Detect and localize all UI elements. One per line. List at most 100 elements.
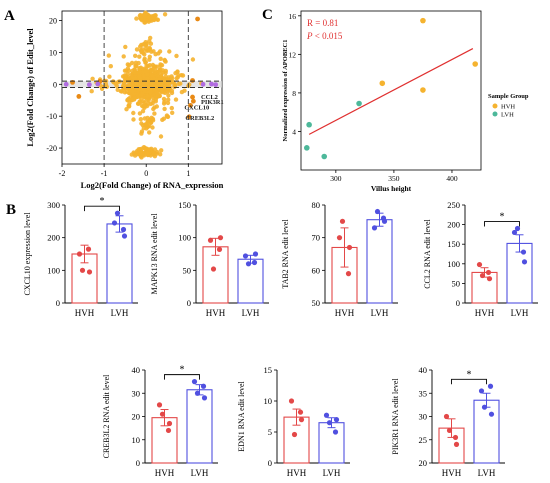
data-point <box>166 97 171 102</box>
data-point <box>153 97 158 102</box>
data-point <box>153 52 158 57</box>
replicate-point <box>478 388 485 394</box>
data-point <box>176 81 181 87</box>
data-point <box>139 50 144 55</box>
y-tick-label: 40 <box>419 365 428 375</box>
category-label: HVH <box>442 468 462 478</box>
replicate-point <box>242 253 249 259</box>
category-label: HVH <box>75 308 95 318</box>
data-point <box>142 100 147 105</box>
x-tick-label: 400 <box>446 174 458 183</box>
data-point <box>132 67 137 73</box>
data-point-lvh <box>304 145 310 151</box>
category-label: LVH <box>511 308 529 318</box>
data-point-lvh <box>306 121 312 128</box>
data-point <box>154 17 159 22</box>
data-point <box>165 100 171 106</box>
category-label: HVH <box>475 308 495 318</box>
data-point <box>162 12 168 17</box>
replicate-point <box>111 220 118 226</box>
data-point <box>127 101 132 106</box>
data-point <box>148 35 153 41</box>
replicate-point <box>156 402 163 408</box>
data-point <box>173 97 179 102</box>
replicate-point <box>252 251 259 257</box>
data-point <box>147 39 152 44</box>
data-point <box>159 148 164 153</box>
data-point <box>138 148 143 154</box>
bar-lvh <box>318 422 345 464</box>
replicate-point <box>217 235 224 241</box>
category-label: HVH <box>155 468 175 478</box>
x-tick-label: 0 <box>144 169 148 178</box>
replicate-point <box>336 235 343 241</box>
y-tick-label: 20 <box>49 17 57 26</box>
data-point-hvh <box>379 80 386 87</box>
highlight-point <box>76 94 82 99</box>
data-point <box>140 109 146 114</box>
replicate-point <box>345 271 352 277</box>
replicate-point <box>443 413 450 420</box>
data-point-hvh <box>472 61 478 67</box>
replicate-point <box>481 404 488 410</box>
y-tick-label: 20 <box>419 458 428 468</box>
replicate-point <box>288 398 295 404</box>
data-point <box>139 155 144 160</box>
y-tick-label: 16 <box>289 12 297 21</box>
replicate-point <box>476 261 483 268</box>
replicate-point <box>291 431 298 438</box>
replicate-point <box>332 429 339 435</box>
data-point <box>129 60 135 66</box>
data-point <box>147 54 152 59</box>
data-point <box>149 73 155 78</box>
data-point <box>122 82 127 87</box>
y-tick-label: 0 <box>53 80 57 89</box>
replicate-point <box>479 272 486 279</box>
x-axis-label: Log2(Fold Change) of RNA_expression <box>81 180 224 190</box>
data-point <box>142 116 147 121</box>
data-point <box>108 63 114 69</box>
data-point <box>159 88 164 93</box>
data-point <box>169 88 175 94</box>
replicate-point <box>114 210 121 216</box>
replicate-point <box>453 441 460 447</box>
replicate-point <box>323 412 330 418</box>
data-point <box>190 57 196 62</box>
replicate-point <box>333 417 340 423</box>
data-point <box>170 110 175 116</box>
y-axis-label: EDN1 RNA edit level <box>237 381 246 452</box>
data-point <box>137 76 143 82</box>
category-label: LVH <box>191 468 209 478</box>
bar-hvh <box>202 246 229 304</box>
category-label: LVH <box>323 468 341 478</box>
data-point <box>103 82 109 87</box>
y-tick-label: -10 <box>46 112 57 121</box>
y-tick-label: 35 <box>419 388 428 398</box>
gene-annotation: CXCL10 <box>184 104 209 111</box>
data-point <box>133 53 138 58</box>
p-annotation: P < 0.015 <box>306 31 343 41</box>
y-tick-label: 50 <box>183 265 192 275</box>
data-point <box>166 93 171 98</box>
replicate-point <box>511 229 518 236</box>
data-point <box>107 74 112 79</box>
panel-label-a: A <box>4 8 15 24</box>
y-tick-label: 150 <box>447 239 460 249</box>
data-point <box>134 148 140 154</box>
y-tick-label: 12 <box>289 50 297 59</box>
data-point <box>137 54 142 59</box>
replicate-point <box>121 233 128 239</box>
panel-label-b: B <box>6 202 16 218</box>
y-tick-label: 50 <box>452 278 461 288</box>
y-tick-label: 300 <box>47 200 60 210</box>
significance-bracket <box>451 378 487 385</box>
replicate-point <box>245 261 252 267</box>
data-point <box>131 150 136 155</box>
data-point <box>142 89 147 94</box>
y-tick-label: 250 <box>447 200 460 210</box>
data-point <box>154 78 159 84</box>
x-tick-label: -1 <box>101 169 108 178</box>
data-point <box>125 71 130 77</box>
category-label: LVH <box>371 308 389 318</box>
replicate-point <box>371 225 378 231</box>
